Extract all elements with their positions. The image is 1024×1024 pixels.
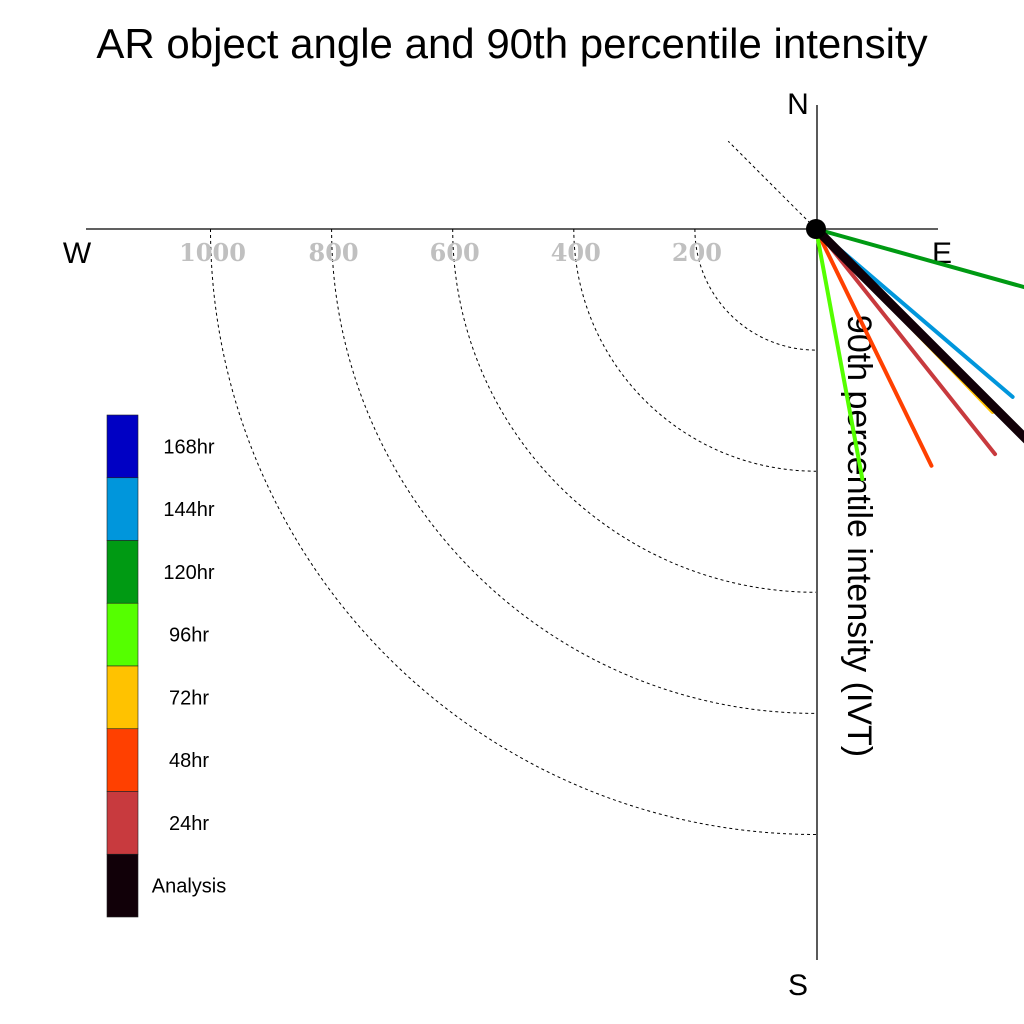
legend-swatch: [106, 540, 139, 604]
radial-tick-label: 800: [309, 238, 359, 267]
legend-label: Analysis: [152, 876, 226, 898]
radial-tick-labels: 200 400 600 800 1000: [179, 238, 722, 267]
legend-swatch: [106, 728, 139, 792]
radial-tick-label: 1000: [179, 238, 246, 267]
compass-north: N: [787, 88, 809, 121]
legend-swatch: [106, 665, 139, 730]
chart-title: AR object angle and 90th percentile inte…: [96, 20, 927, 67]
range-rings: [210, 228, 817, 835]
legend-swatch: [106, 477, 139, 541]
range-ring: [573, 228, 817, 472]
forecast-vectors: [811, 224, 1024, 482]
legend-label: 24hr: [169, 813, 209, 835]
origin-marker: [806, 219, 826, 239]
radial-tick-label: 400: [551, 238, 601, 267]
legend-swatch: [106, 853, 139, 918]
legend: 168hr 144hr 120hr 96hr 72hr 48hr 24hr Analysis: [106, 414, 226, 918]
legend-swatch: [106, 414, 139, 479]
vector-analysis: [811, 224, 1024, 444]
legend-label: 72hr: [169, 687, 209, 709]
radial-tick-label: 200: [672, 238, 722, 267]
legend-label: 120hr: [163, 562, 214, 584]
radial-tick-label: 600: [430, 238, 480, 267]
legend-swatch: [106, 791, 139, 855]
legend-label: 168hr: [163, 436, 214, 458]
legend-label: 144hr: [163, 499, 214, 521]
legend-swatch: [106, 602, 139, 667]
legend-label: 48hr: [169, 750, 209, 772]
range-ring: [331, 228, 817, 714]
range-ring: [694, 228, 817, 351]
vector-24hr: [814, 227, 998, 457]
vector-120hr: [814, 227, 1024, 290]
compass-south: S: [788, 969, 808, 1002]
compass-west: W: [63, 237, 92, 270]
range-ring: [210, 228, 817, 835]
legend-label: 96hr: [169, 625, 209, 647]
vector-48hr: [814, 227, 934, 468]
range-ring: [452, 228, 817, 593]
vector-96hr: [814, 227, 865, 482]
